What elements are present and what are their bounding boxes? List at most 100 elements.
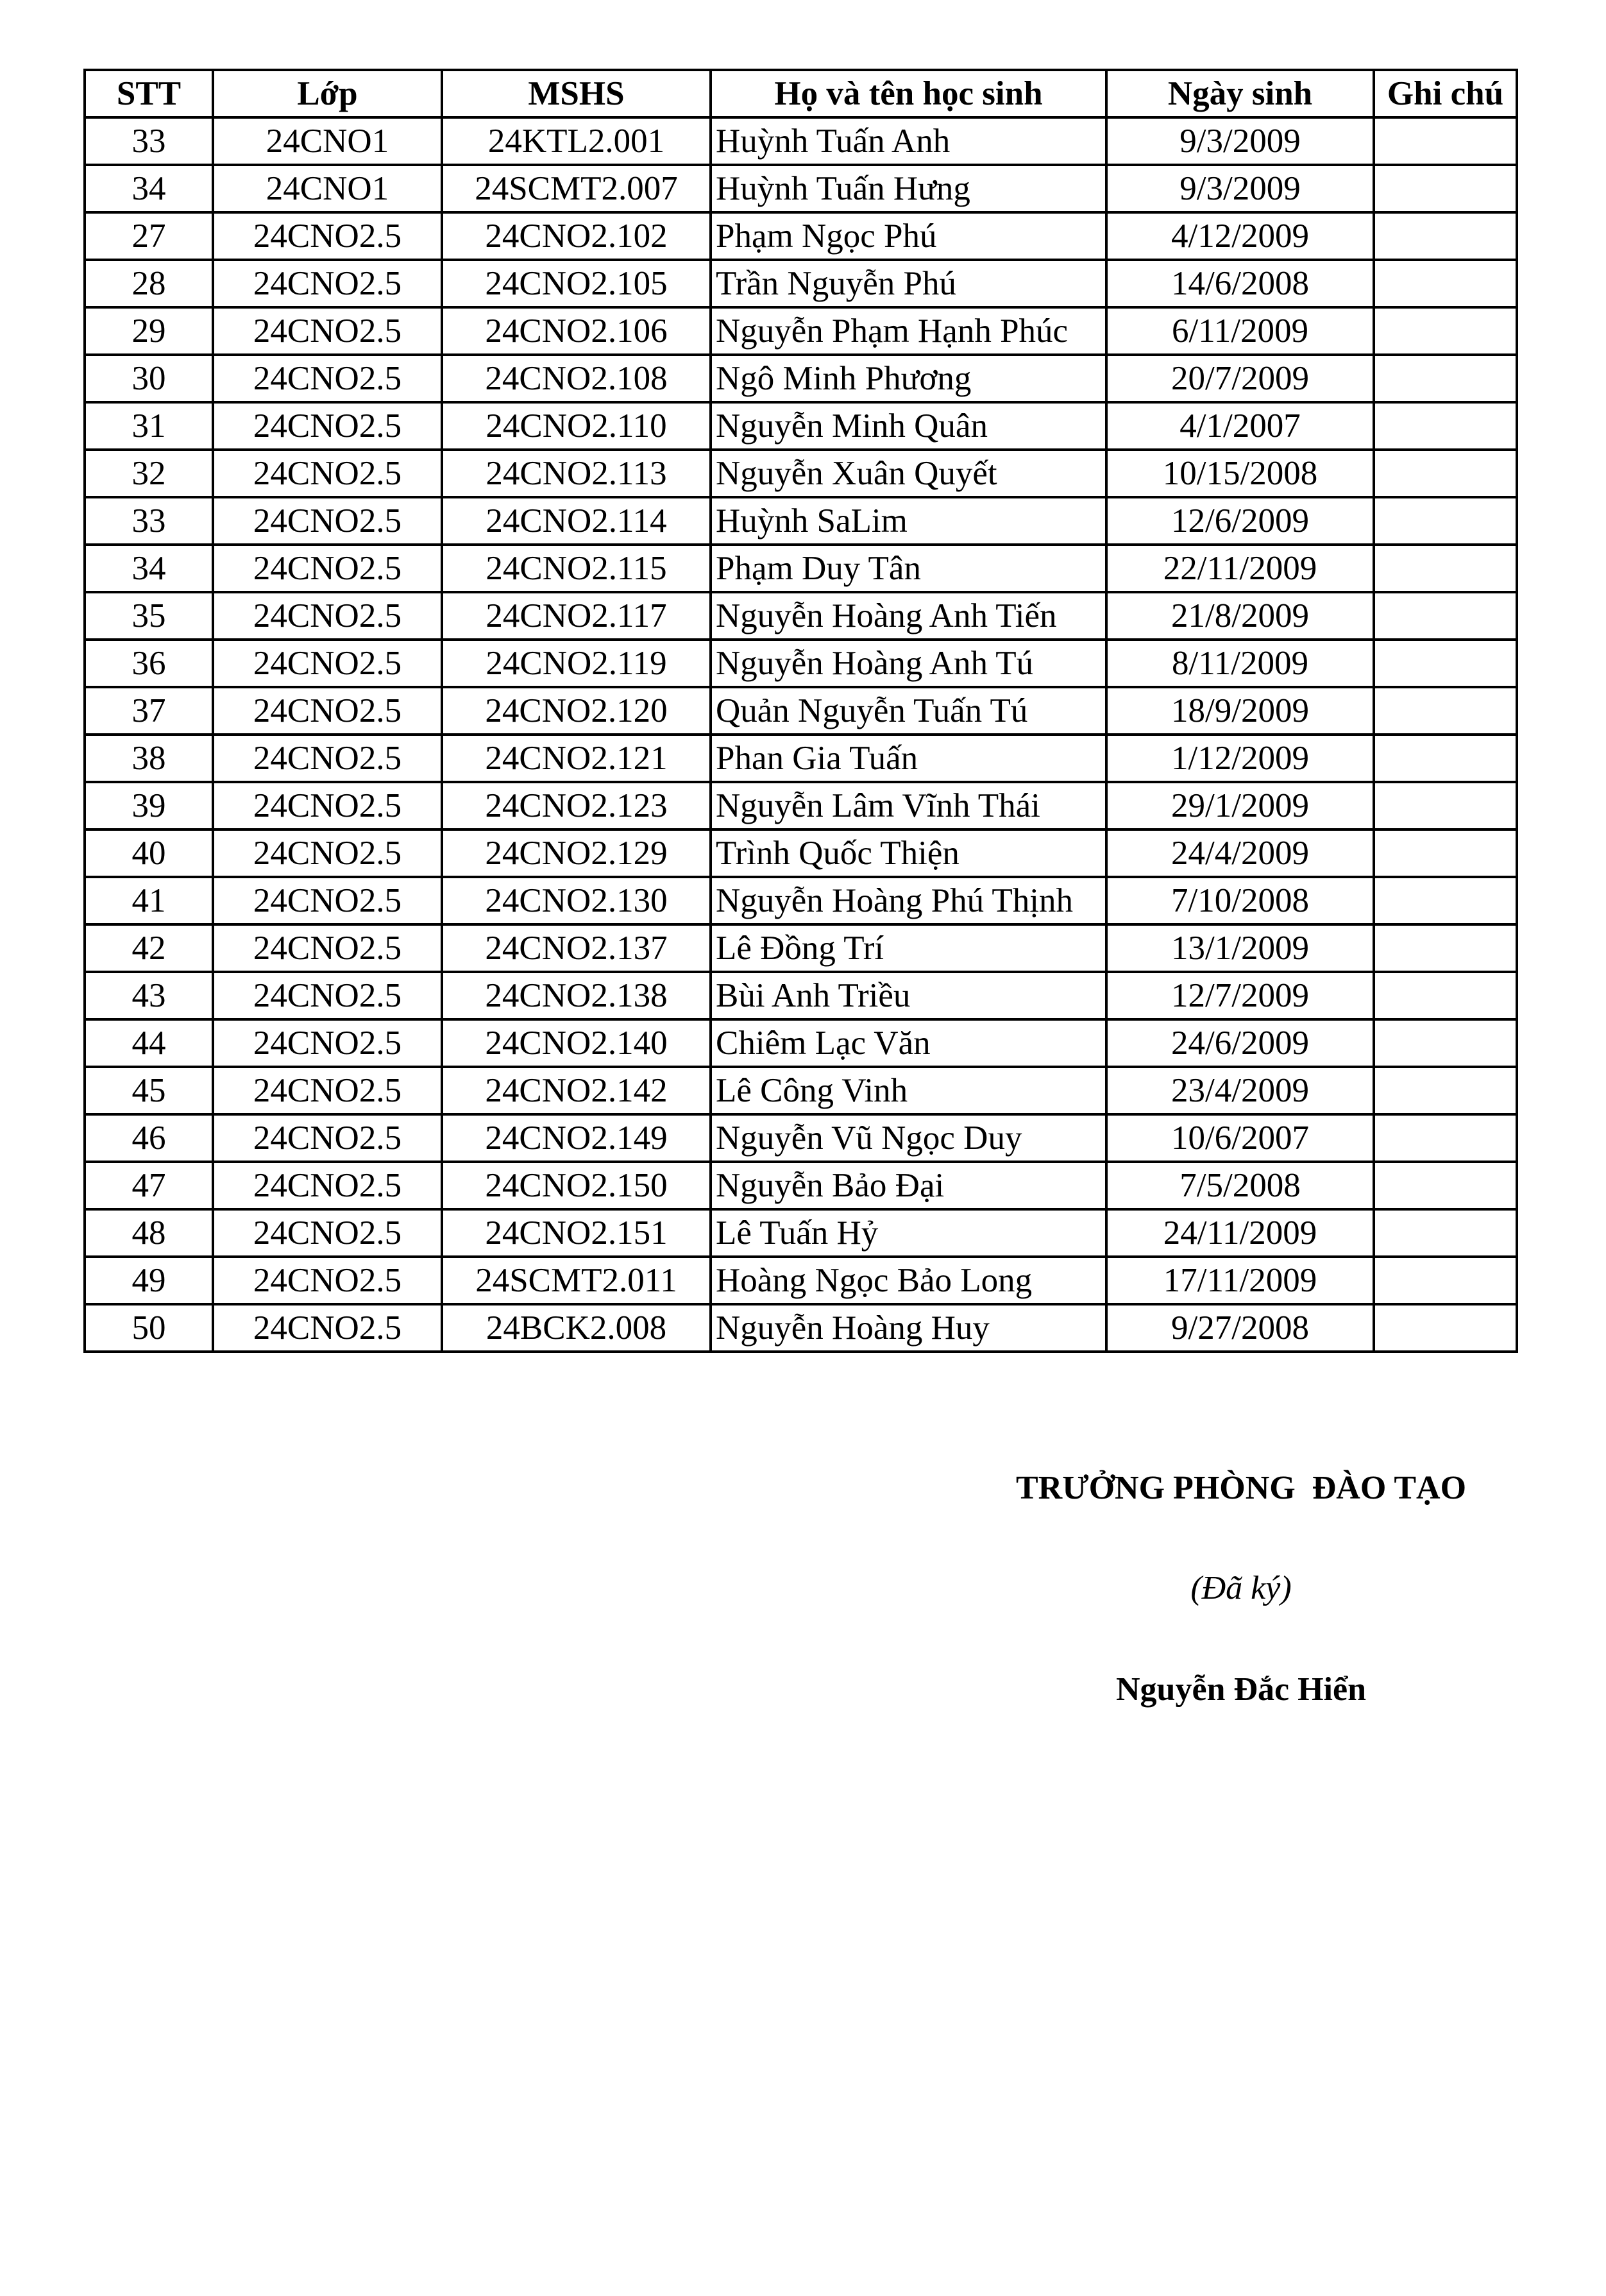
cell-birth-date: 12/7/2009 — [1105, 971, 1375, 1021]
table-row: 34 24CNO1 24SCMT2.007 Huỳnh Tuấn Hưng 9/3/20… — [83, 164, 1518, 214]
cell-full-name: Phạm Ngọc Phú — [709, 211, 1108, 261]
cell-stt: 32 — [83, 448, 214, 498]
cell-class: 24CNO2.5 — [212, 448, 443, 498]
cell-full-name: Nguyễn Hoàng Phú Thịnh — [709, 876, 1108, 926]
cell-birth-date: 29/1/2009 — [1105, 781, 1375, 831]
cell-stt: 27 — [83, 211, 214, 261]
cell-notes — [1373, 1113, 1518, 1163]
table-row: 44 24CNO2.5 24CNO2.140 Chiêm Lạc Văn 24/6/20… — [83, 1018, 1518, 1068]
cell-birth-date: 14/6/2008 — [1105, 259, 1375, 309]
cell-birth-date: 4/12/2009 — [1105, 211, 1375, 261]
cell-notes — [1373, 211, 1518, 261]
table-row: 45 24CNO2.5 24CNO2.142 Lê Công Vinh 23/4/200… — [83, 1066, 1518, 1116]
cell-student-id: 24CNO2.138 — [441, 971, 712, 1021]
cell-student-id: 24CNO2.121 — [441, 733, 712, 783]
header-notes: Ghi chú — [1373, 69, 1518, 119]
cell-birth-date: 9/27/2008 — [1105, 1303, 1375, 1353]
cell-stt: 45 — [83, 1066, 214, 1116]
cell-birth-date: 23/4/2009 — [1105, 1066, 1375, 1116]
cell-notes — [1373, 448, 1518, 498]
cell-stt: 29 — [83, 306, 214, 356]
cell-stt: 37 — [83, 686, 214, 736]
cell-class: 24CNO2.5 — [212, 1161, 443, 1211]
cell-class: 24CNO2.5 — [212, 591, 443, 641]
cell-class: 24CNO2.5 — [212, 971, 443, 1021]
cell-full-name: Huỳnh Tuấn Hưng — [709, 164, 1108, 214]
cell-notes — [1373, 686, 1518, 736]
table-row: 43 24CNO2.5 24CNO2.138 Bùi Anh Triều 12/7/20… — [83, 971, 1518, 1021]
cell-stt: 43 — [83, 971, 214, 1021]
cell-stt: 34 — [83, 543, 214, 593]
cell-stt: 41 — [83, 876, 214, 926]
cell-stt: 49 — [83, 1255, 214, 1305]
cell-stt: 50 — [83, 1303, 214, 1353]
cell-birth-date: 20/7/2009 — [1105, 353, 1375, 404]
cell-stt: 33 — [83, 496, 214, 546]
cell-student-id: 24KTL2.001 — [441, 116, 712, 166]
cell-student-id: 24CNO2.120 — [441, 686, 712, 736]
cell-full-name: Lê Tuấn Hỷ — [709, 1208, 1108, 1258]
cell-full-name: Nguyễn Vũ Ngọc Duy — [709, 1113, 1108, 1163]
cell-full-name: Nguyễn Minh Quân — [709, 401, 1108, 451]
table-row: 32 24CNO2.5 24CNO2.113 Nguyễn Xuân Quyết 10/… — [83, 448, 1518, 498]
cell-full-name: Trình Quốc Thiện — [709, 828, 1108, 878]
table-row: 27 24CNO2.5 24CNO2.102 Phạm Ngọc Phú 4/12/20… — [83, 211, 1518, 261]
cell-class: 24CNO2.5 — [212, 638, 443, 688]
cell-birth-date: 22/11/2009 — [1105, 543, 1375, 593]
cell-stt: 33 — [83, 116, 214, 166]
cell-notes — [1373, 971, 1518, 1021]
cell-birth-date: 18/9/2009 — [1105, 686, 1375, 736]
signed-note: (Đã ký) — [1190, 1570, 1292, 1606]
cell-full-name: Nguyễn Phạm Hạnh Phúc — [709, 306, 1108, 356]
cell-full-name: Nguyễn Hoàng Huy — [709, 1303, 1108, 1353]
cell-class: 24CNO2.5 — [212, 781, 443, 831]
cell-birth-date: 21/8/2009 — [1105, 591, 1375, 641]
table-row: 41 24CNO2.5 24CNO2.130 Nguyễn Hoàng Phú Thị… — [83, 876, 1518, 926]
table-row: 33 24CNO1 24KTL2.001 Huỳnh Tuấn Anh 9/3/2009 — [83, 116, 1518, 166]
cell-birth-date: 7/10/2008 — [1105, 876, 1375, 926]
table-row: 46 24CNO2.5 24CNO2.149 Nguyễn Vũ Ngọc Duy 10… — [83, 1113, 1518, 1163]
cell-student-id: 24CNO2.150 — [441, 1161, 712, 1211]
cell-notes — [1373, 1066, 1518, 1116]
cell-stt: 42 — [83, 923, 214, 973]
header-student-id: MSHS — [441, 69, 712, 119]
cell-student-id: 24CNO2.129 — [441, 828, 712, 878]
cell-student-id: 24CNO2.113 — [441, 448, 712, 498]
cell-notes — [1373, 828, 1518, 878]
cell-student-id: 24CNO2.115 — [441, 543, 712, 593]
cell-class: 24CNO2.5 — [212, 353, 443, 404]
cell-birth-date: 24/6/2009 — [1105, 1018, 1375, 1068]
cell-notes — [1373, 591, 1518, 641]
cell-birth-date: 10/15/2008 — [1105, 448, 1375, 498]
cell-student-id: 24CNO2.119 — [441, 638, 712, 688]
cell-student-id: 24SCMT2.007 — [441, 164, 712, 214]
cell-class: 24CNO2.5 — [212, 1018, 443, 1068]
cell-full-name: Huỳnh Tuấn Anh — [709, 116, 1108, 166]
table-row: 50 24CNO2.5 24BCK2.008 Nguyễn Hoàng Huy 9/27… — [83, 1303, 1518, 1353]
cell-class: 24CNO2.5 — [212, 1066, 443, 1116]
cell-stt: 39 — [83, 781, 214, 831]
cell-full-name: Lê Công Vinh — [709, 1066, 1108, 1116]
cell-class: 24CNO2.5 — [212, 306, 443, 356]
cell-class: 24CNO1 — [212, 116, 443, 166]
cell-class: 24CNO2.5 — [212, 1208, 443, 1258]
table-row: 28 24CNO2.5 24CNO2.105 Trần Nguyễn Phú 14/6/… — [83, 259, 1518, 309]
cell-student-id: 24CNO2.106 — [441, 306, 712, 356]
cell-class: 24CNO2.5 — [212, 876, 443, 926]
cell-notes — [1373, 259, 1518, 309]
cell-notes — [1373, 1303, 1518, 1353]
cell-stt: 30 — [83, 353, 214, 404]
header-birth-date: Ngày sinh — [1105, 69, 1375, 119]
cell-birth-date: 24/4/2009 — [1105, 828, 1375, 878]
cell-full-name: Nguyễn Hoàng Anh Tú — [709, 638, 1108, 688]
cell-student-id: 24CNO2.114 — [441, 496, 712, 546]
cell-full-name: Nguyễn Hoàng Anh Tiến — [709, 591, 1108, 641]
cell-student-id: 24CNO2.110 — [441, 401, 712, 451]
cell-notes — [1373, 638, 1518, 688]
cell-full-name: Trần Nguyễn Phú — [709, 259, 1108, 309]
cell-stt: 31 — [83, 401, 214, 451]
table-row: 39 24CNO2.5 24CNO2.123 Nguyễn Lâm Vĩnh Thái… — [83, 781, 1518, 831]
cell-full-name: Nguyễn Bảo Đại — [709, 1161, 1108, 1211]
cell-notes — [1373, 116, 1518, 166]
cell-class: 24CNO2.5 — [212, 543, 443, 593]
